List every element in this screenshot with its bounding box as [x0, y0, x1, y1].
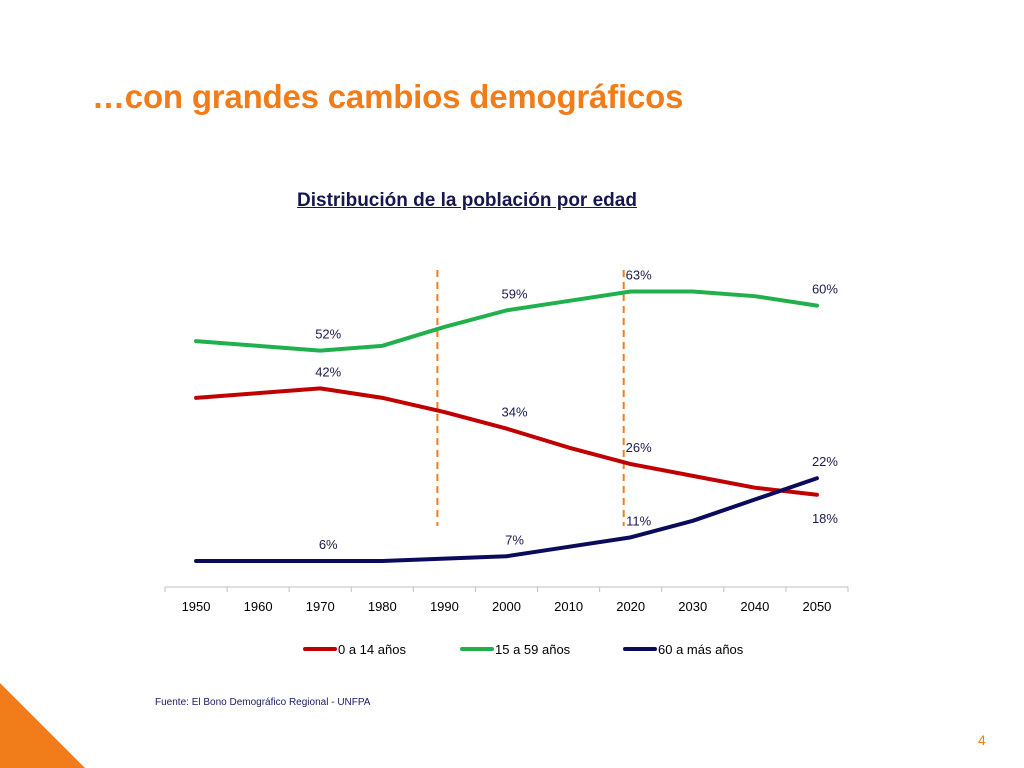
data-label: 22% [812, 454, 838, 469]
x-tick-label: 2000 [492, 599, 521, 614]
data-label: 34% [501, 405, 527, 420]
legend-label: 15 a 59 años [495, 642, 571, 657]
series-line [194, 289, 819, 353]
x-tick-label: 1960 [244, 599, 273, 614]
data-label: 6% [319, 537, 338, 552]
data-label: 52% [315, 327, 341, 342]
slide-title: …con grandes cambios demográficos [92, 78, 684, 115]
source-note: Fuente: El Bono Demográfico Regional - U… [155, 697, 371, 708]
legend-label: 0 a 14 años [338, 642, 406, 657]
series-line [194, 386, 819, 497]
x-tick-label: 2050 [802, 599, 831, 614]
x-tick-label: 1980 [368, 599, 397, 614]
x-tick-label: 1970 [306, 599, 335, 614]
data-label: 18% [812, 511, 838, 526]
data-label: 11% [626, 513, 651, 528]
data-label: 26% [626, 440, 652, 455]
x-tick-label: 1950 [182, 599, 211, 614]
x-tick-label: 2030 [678, 599, 707, 614]
data-label: 60% [812, 282, 838, 297]
series-line [194, 476, 819, 563]
data-label: 42% [315, 364, 341, 379]
data-label: 63% [626, 267, 652, 282]
page-number: 4 [978, 732, 986, 748]
chart-title: Distribución de la población por edad [297, 190, 637, 211]
x-tick-label: 2040 [740, 599, 769, 614]
x-tick-label: 2010 [554, 599, 583, 614]
legend-label: 60 a más años [658, 642, 744, 657]
data-label: 7% [505, 532, 524, 547]
x-tick-label: 1990 [430, 599, 459, 614]
data-label: 59% [501, 286, 527, 301]
x-tick-label: 2020 [616, 599, 645, 614]
